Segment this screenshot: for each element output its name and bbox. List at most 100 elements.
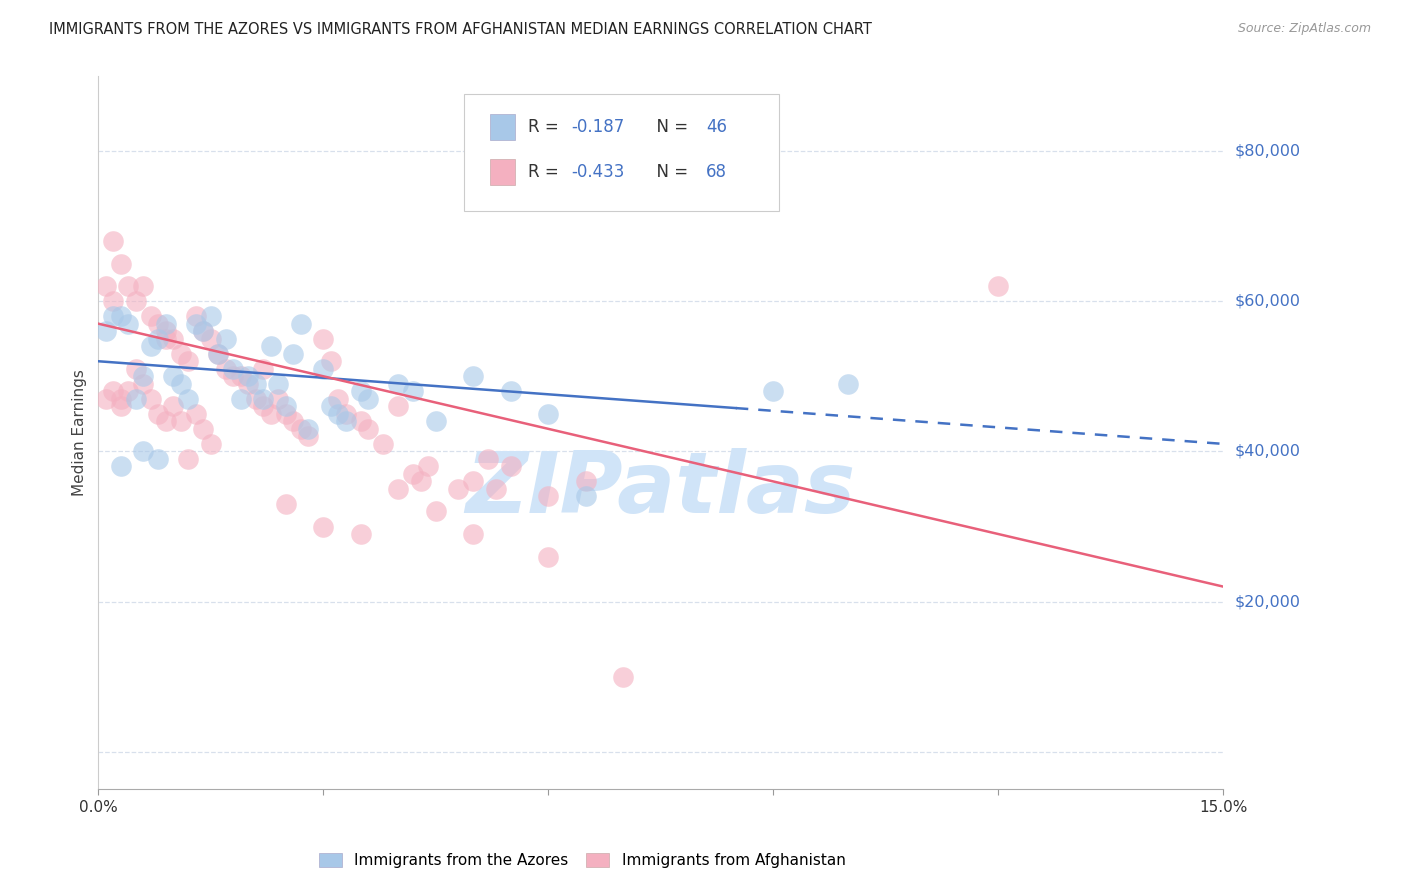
Point [148,317,170,331]
Point [274,407,297,421]
Point [283,414,305,428]
Point [319,354,342,368]
Point [612,670,634,684]
Point [350,414,373,428]
Point [463,527,485,541]
Point [537,490,560,504]
Point [110,459,132,474]
Point [418,459,440,474]
Point [463,369,485,384]
Point [575,490,598,504]
Point [193,324,215,338]
FancyBboxPatch shape [489,160,515,185]
Point [357,422,380,436]
Point [193,324,215,338]
Text: 68: 68 [706,163,727,181]
Point [425,504,447,518]
Point [177,451,200,466]
Point [335,407,357,421]
Point [537,407,560,421]
Point [200,309,222,323]
Point [170,414,193,428]
Point [312,361,335,376]
Point [148,407,170,421]
Point [170,376,193,391]
Point [252,361,274,376]
Point [267,392,290,406]
Point [162,332,184,346]
Point [222,361,245,376]
Point [94,392,117,406]
Point [229,369,252,384]
Point [94,279,117,293]
Point [485,482,508,496]
Point [402,384,425,399]
Point [139,339,162,353]
FancyBboxPatch shape [489,114,515,140]
Point [409,475,432,489]
Point [477,451,499,466]
Point [184,407,207,421]
Text: $20,000: $20,000 [1234,594,1301,609]
Point [170,347,193,361]
Text: IMMIGRANTS FROM THE AZORES VS IMMIGRANTS FROM AFGHANISTAN MEDIAN EARNINGS CORREL: IMMIGRANTS FROM THE AZORES VS IMMIGRANTS… [49,22,872,37]
Text: Source: ZipAtlas.com: Source: ZipAtlas.com [1237,22,1371,36]
Point [297,422,319,436]
Point [463,475,485,489]
Point [207,347,229,361]
Text: $80,000: $80,000 [1234,144,1301,159]
Point [290,422,312,436]
Point [238,376,260,391]
Text: -0.187: -0.187 [571,119,624,136]
Point [132,279,155,293]
Point [103,309,125,323]
Point [274,400,297,414]
Point [387,482,409,496]
Point [274,497,297,511]
Point [125,392,148,406]
Point [238,369,260,384]
Text: R =: R = [529,119,564,136]
Point [245,376,267,391]
Point [762,384,785,399]
Point [537,549,560,564]
Point [148,332,170,346]
Point [103,294,125,309]
Point [148,451,170,466]
Point [267,376,290,391]
Point [260,407,283,421]
Point [252,392,274,406]
Point [155,332,177,346]
Point [987,279,1010,293]
Point [290,317,312,331]
Point [350,527,373,541]
Point [132,376,155,391]
Point [162,369,184,384]
Point [103,234,125,248]
Point [215,361,238,376]
Text: $60,000: $60,000 [1234,293,1301,309]
Point [297,429,319,443]
Point [402,467,425,481]
Point [425,414,447,428]
Point [125,294,148,309]
Point [350,384,373,399]
Point [193,422,215,436]
Point [387,400,409,414]
Point [328,407,350,421]
Point [139,309,162,323]
Point [117,317,139,331]
Point [357,392,380,406]
Point [139,392,162,406]
Point [177,392,200,406]
Point [252,400,274,414]
Point [319,400,342,414]
Point [177,354,200,368]
Point [117,279,139,293]
Point [155,414,177,428]
Point [283,347,305,361]
Point [117,384,139,399]
Point [207,347,229,361]
Point [335,414,357,428]
Point [132,369,155,384]
